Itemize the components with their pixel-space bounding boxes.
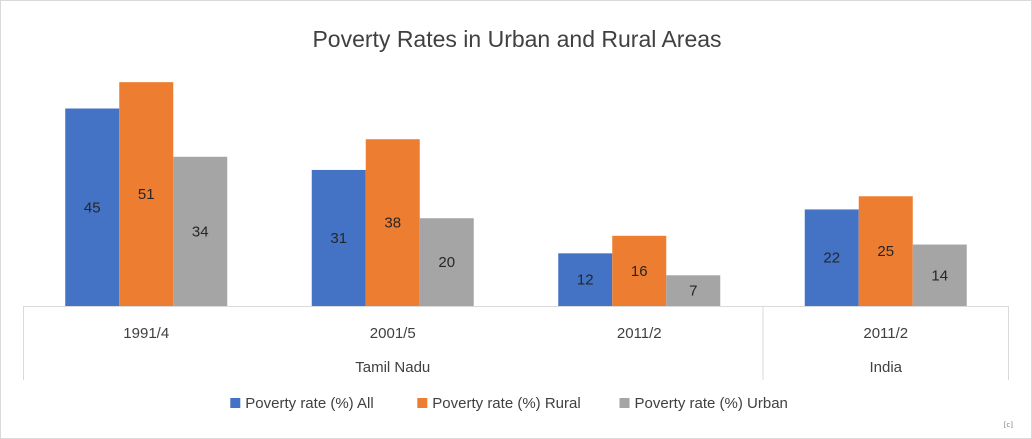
bar — [804, 209, 859, 306]
group-label: India — [869, 359, 902, 376]
data-label: 20 — [438, 254, 455, 271]
legend: Poverty rate (%) All Poverty rate (%) Rur… — [230, 395, 788, 412]
bars-layer — [65, 82, 967, 307]
x-tick-label: 2011/2 — [617, 325, 662, 342]
bar — [65, 108, 120, 306]
x-tick-label: 1991/4 — [123, 325, 169, 342]
legend-swatch — [619, 398, 630, 408]
data-label: 45 — [84, 199, 101, 216]
data-label: 22 — [823, 250, 840, 267]
bar — [612, 235, 667, 306]
data-label: 38 — [384, 215, 401, 232]
legend-swatch — [230, 398, 241, 408]
bar — [858, 196, 913, 306]
data-label: 51 — [138, 186, 155, 203]
x-tick-label: 2001/5 — [370, 325, 416, 342]
legend-label: Poverty rate (%) Rural — [432, 395, 580, 412]
bar — [419, 218, 474, 306]
legend-label: Poverty rate (%) Urban — [635, 395, 788, 412]
data-label: 12 — [577, 272, 594, 289]
data-label: 31 — [330, 230, 347, 247]
data-label: 34 — [192, 223, 209, 240]
legend-label: Poverty rate (%) All — [245, 395, 373, 412]
bar — [912, 244, 967, 306]
watermark: [c] — [1004, 421, 1014, 429]
legend-swatch — [417, 398, 428, 408]
bar — [119, 82, 174, 307]
group-label: Tamil Nadu — [355, 359, 430, 376]
x-tick-label: 2011/2 — [863, 325, 908, 342]
chart-title: Poverty Rates in Urban and Rural Areas — [312, 26, 721, 52]
data-label: 7 — [689, 283, 697, 300]
x-axis: 1991/4 2001/5 2011/2 2011/2 Tamil Nadu India — [23, 306, 1009, 380]
bar — [365, 139, 420, 306]
data-label: 14 — [931, 267, 948, 284]
bar — [173, 156, 228, 306]
bar — [311, 169, 366, 306]
bar — [558, 253, 613, 306]
data-labels-layer: 45 51 34 31 38 20 12 16 7 22 25 14 — [84, 186, 948, 300]
data-label: 25 — [877, 243, 894, 260]
data-label: 16 — [631, 263, 648, 280]
bar — [666, 275, 721, 306]
